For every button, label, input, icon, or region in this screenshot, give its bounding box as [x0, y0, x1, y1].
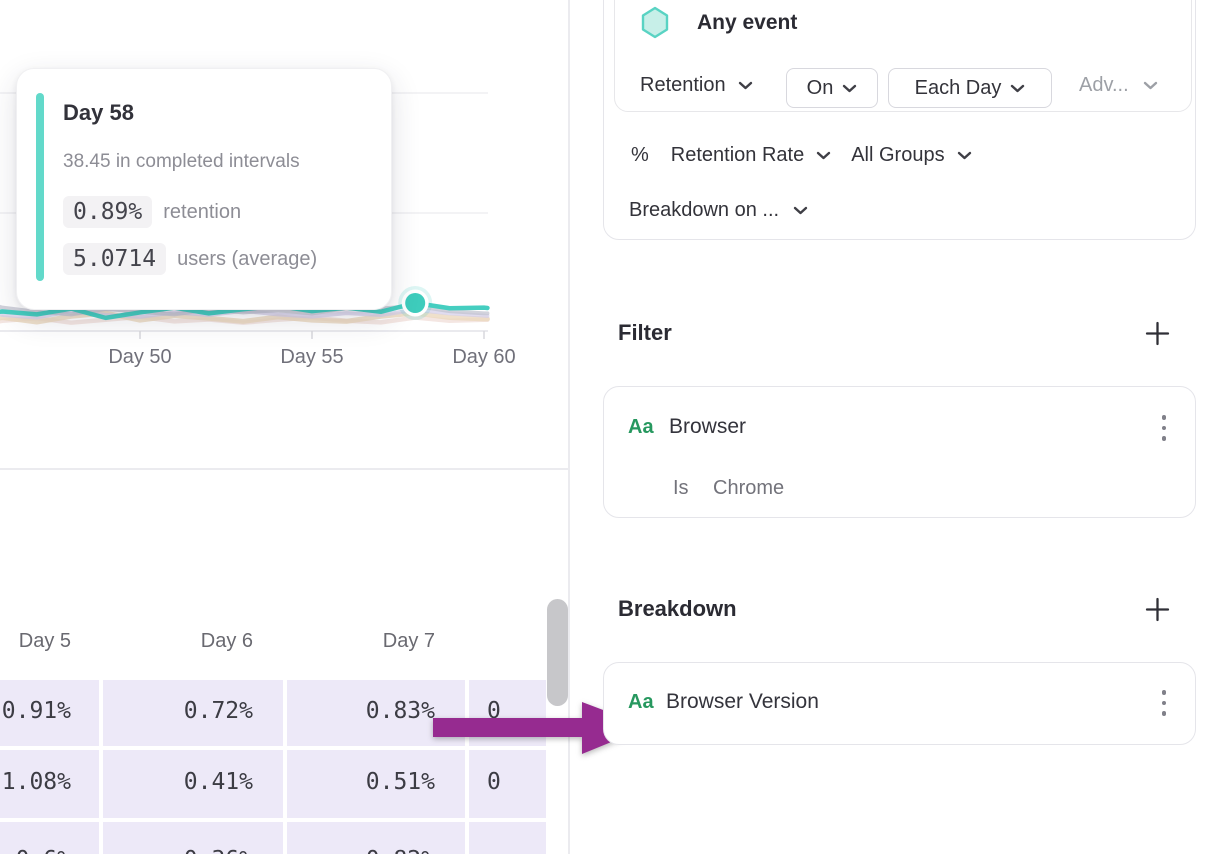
retention-type-dropdown[interactable]: Retention [640, 74, 753, 97]
column-header: Day 7 [382, 630, 435, 652]
retention-cell-value: 0.72% [183, 698, 253, 724]
retention-cell-value: 0.41% [183, 769, 253, 795]
retention-cell-value: 0.36% [184, 847, 253, 854]
retention-value-badge: 0.89% [63, 196, 153, 228]
string-type-icon: Aa [628, 691, 654, 713]
kebab-menu-icon[interactable] [1155, 690, 1173, 716]
plus-icon [1145, 597, 1169, 621]
retention-cell-value: 0.6% [16, 847, 71, 854]
interval-dropdown-button[interactable]: Each Day [888, 68, 1052, 108]
retention-cell[interactable] [0, 750, 99, 818]
event-card[interactable]: Any event Retention On Each Day [614, 0, 1192, 112]
filter-operator[interactable]: Is [673, 477, 689, 499]
retention-cell[interactable] [0, 822, 99, 854]
retention-cell[interactable] [0, 680, 99, 746]
chevron-down-icon [843, 84, 857, 92]
chart-tooltip: Day 58 38.45 in completed intervals 0.89… [16, 68, 392, 310]
vertical-scrollbar-thumb[interactable] [547, 599, 568, 706]
retention-cell[interactable] [103, 680, 283, 746]
panel-divider [568, 0, 570, 854]
retention-cell[interactable] [287, 822, 465, 854]
groups-dropdown[interactable]: All Groups [851, 144, 945, 166]
retention-cell-value: 0.82% [366, 847, 435, 854]
event-name[interactable]: Any event [697, 10, 798, 34]
x-axis-tick-label: Day 60 [452, 346, 515, 368]
arrow-shaft [433, 718, 588, 737]
filter-property-name[interactable]: Browser [669, 415, 747, 438]
breakdown-on-dropdown[interactable]: Breakdown on ... [629, 199, 808, 222]
retention-cell[interactable] [103, 750, 283, 818]
chevron-down-icon [793, 206, 808, 215]
query-builder-card: Any event Retention On Each Day [603, 0, 1196, 240]
retention-cell-value: 0.83% [365, 698, 435, 724]
x-axis-tick-label: Day 55 [280, 346, 343, 368]
retention-cell-value: 0 [487, 769, 501, 795]
metric-dropdown[interactable]: Retention Rate [670, 144, 805, 166]
filter-value[interactable]: Chrome [713, 477, 785, 499]
column-header: Day 5 [18, 630, 71, 652]
filter-card-browser[interactable]: Aa Browser Is Chrome [603, 386, 1196, 518]
advanced-dropdown[interactable]: Adv... [1079, 74, 1158, 97]
breakdown-section-heading: Breakdown [618, 596, 737, 621]
retention-cell[interactable] [469, 822, 546, 854]
filter-section-heading: Filter [618, 320, 672, 345]
retention-cell-value: 1.08% [1, 769, 71, 795]
series-cohort-tan-line [0, 310, 490, 325]
breakdown-property-name[interactable]: Browser Version [666, 690, 819, 713]
column-header: Day 6 [200, 630, 253, 652]
chevron-down-icon [738, 81, 752, 90]
users-value-badge: 5.0714 [63, 243, 167, 275]
breakdown-card-browser-version[interactable]: Aa Browser Version [603, 662, 1196, 745]
tooltip-accent-bar [36, 93, 44, 281]
kebab-menu-icon[interactable] [1155, 415, 1173, 441]
highlighted-data-point[interactable] [405, 293, 426, 313]
add-breakdown-button[interactable] [1144, 596, 1170, 622]
chevron-down-icon[interactable] [816, 151, 831, 160]
chevron-down-icon [1011, 84, 1025, 92]
x-axis-tick-label: Day 50 [108, 346, 171, 368]
retention-value-label: retention [163, 200, 242, 223]
chevron-down-icon [1143, 81, 1157, 90]
tooltip-title: Day 58 [63, 100, 134, 125]
hexagon-icon [641, 6, 669, 39]
retention-cell-value: 0.91% [1, 698, 71, 724]
chevron-down-icon[interactable] [957, 151, 972, 160]
retention-cell-value: 0.51% [365, 769, 435, 795]
tooltip-subtitle: 38.45 in completed intervals [63, 151, 300, 172]
retention-cell-value: 0 [487, 698, 501, 724]
retention-cell[interactable] [287, 750, 465, 818]
add-filter-button[interactable] [1144, 320, 1170, 346]
percent-prefix: % [631, 144, 649, 166]
retention-cell[interactable] [469, 750, 546, 818]
plus-icon [1145, 321, 1169, 345]
users-value-label: users (average) [177, 247, 318, 270]
section-divider [0, 468, 569, 470]
metric-row: % Retention Rate All Groups [631, 144, 972, 167]
on-dropdown-button[interactable]: On [786, 68, 878, 108]
retention-table: Day 5 Day 6 Day 7 0.91% 0.72% 0.83% 0 1.08% 0.41… [0, 560, 546, 854]
retention-cell[interactable] [103, 822, 283, 854]
string-type-icon: Aa [628, 416, 654, 438]
